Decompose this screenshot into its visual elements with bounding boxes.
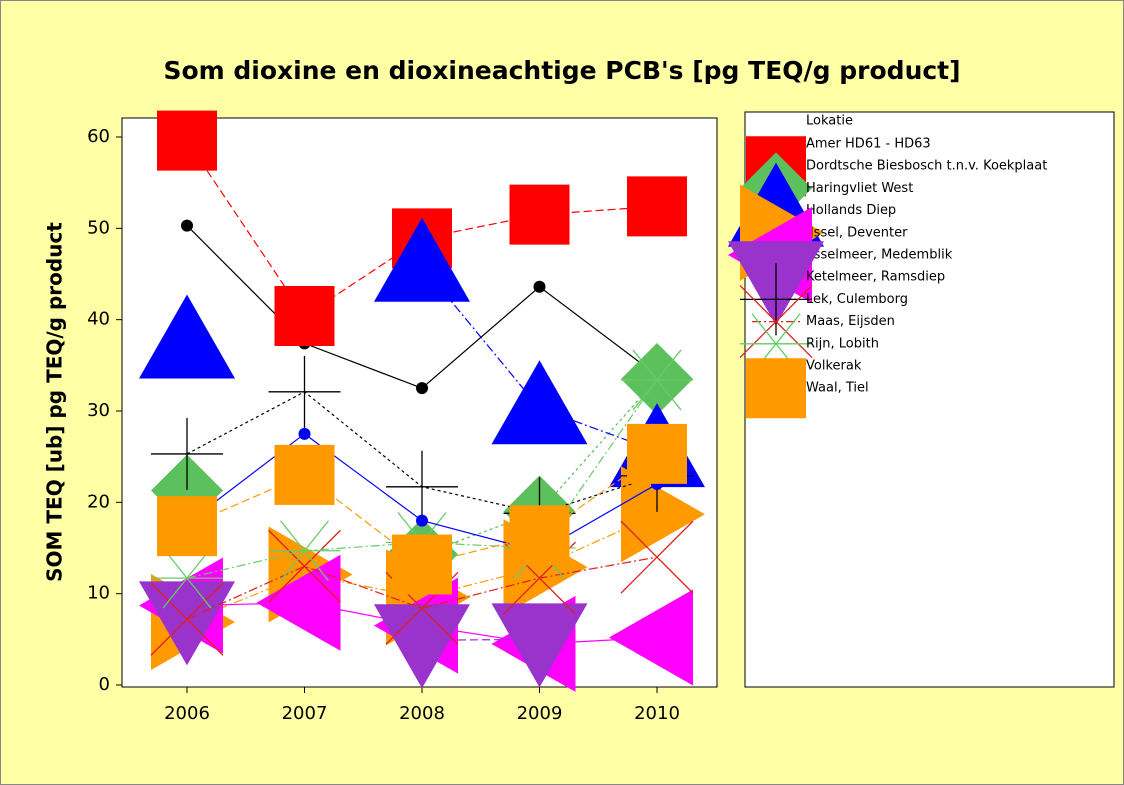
x-tick-label: 2009 bbox=[517, 703, 563, 724]
marker bbox=[151, 547, 223, 609]
marker bbox=[621, 349, 693, 411]
marker bbox=[392, 534, 452, 595]
y-tick-label: 40 bbox=[87, 309, 110, 330]
marker bbox=[746, 358, 806, 419]
marker bbox=[533, 280, 546, 293]
marker bbox=[739, 285, 813, 359]
marker bbox=[416, 382, 428, 395]
legend-label: Ketelmeer, Ramsdiep bbox=[806, 270, 945, 285]
legend-label: Dordtsche Biesbosch t.n.v. Koekplaat bbox=[806, 159, 1047, 174]
marker bbox=[139, 581, 235, 666]
marker bbox=[298, 427, 311, 440]
marker bbox=[621, 466, 705, 563]
series-line bbox=[186, 453, 658, 566]
marker bbox=[374, 604, 470, 689]
marker bbox=[274, 286, 335, 347]
marker bbox=[627, 176, 687, 237]
marker bbox=[374, 217, 470, 302]
series-line bbox=[186, 556, 658, 620]
y-tick-label: 60 bbox=[87, 126, 110, 147]
legend-label: Haringvliet West bbox=[806, 181, 913, 196]
x-tick-label: 2008 bbox=[399, 703, 445, 724]
marker bbox=[386, 450, 458, 523]
marker bbox=[268, 520, 341, 582]
legend-label: IJsselmeer, Medemblik bbox=[806, 248, 953, 263]
legend-label: Maas, Eijsden bbox=[806, 314, 895, 329]
marker bbox=[157, 110, 217, 171]
y-tick-label: 0 bbox=[99, 674, 110, 695]
marker bbox=[268, 529, 341, 603]
marker bbox=[491, 360, 588, 445]
x-tick-label: 2010 bbox=[634, 703, 680, 724]
marker bbox=[157, 496, 217, 557]
legend-label: Waal, Tiel bbox=[806, 381, 869, 396]
marker bbox=[151, 417, 223, 490]
legend-label: Rijn, Lobith bbox=[806, 336, 879, 351]
chart-title: Som dioxine en dioxineachtige PCB's [pg … bbox=[163, 56, 960, 85]
series-line bbox=[421, 265, 658, 452]
marker bbox=[416, 514, 428, 527]
marker bbox=[509, 184, 570, 245]
marker bbox=[627, 423, 687, 484]
y-tick-label: 30 bbox=[87, 400, 110, 421]
legend-label: IJssel, Deventer bbox=[806, 225, 908, 240]
y-axis-label: SOM TEQ [ub] pg TEQ/g product bbox=[43, 222, 67, 582]
legend-label: Amer HD61 - HD63 bbox=[806, 137, 931, 152]
marker bbox=[139, 294, 235, 379]
legend-label: Hollands Diep bbox=[806, 203, 896, 218]
marker bbox=[620, 520, 694, 594]
y-tick-label: 10 bbox=[87, 583, 110, 604]
marker bbox=[150, 582, 224, 656]
legend-label: Lek, Culemborg bbox=[806, 292, 908, 307]
marker bbox=[491, 603, 588, 688]
legend-box bbox=[744, 111, 1115, 688]
marker bbox=[256, 554, 341, 651]
marker bbox=[181, 219, 193, 232]
marker bbox=[274, 444, 335, 505]
legend-title: Lokatie bbox=[806, 114, 853, 129]
marker bbox=[509, 505, 570, 566]
y-tick-label: 20 bbox=[87, 491, 110, 512]
x-tick-label: 2006 bbox=[164, 703, 210, 724]
y-tick-label: 50 bbox=[87, 217, 110, 238]
marker bbox=[151, 454, 223, 527]
x-tick-label: 2007 bbox=[282, 703, 328, 724]
marker bbox=[740, 263, 812, 336]
legend-label: Volkerak bbox=[806, 359, 862, 374]
marker bbox=[268, 355, 341, 428]
marker bbox=[609, 589, 693, 686]
